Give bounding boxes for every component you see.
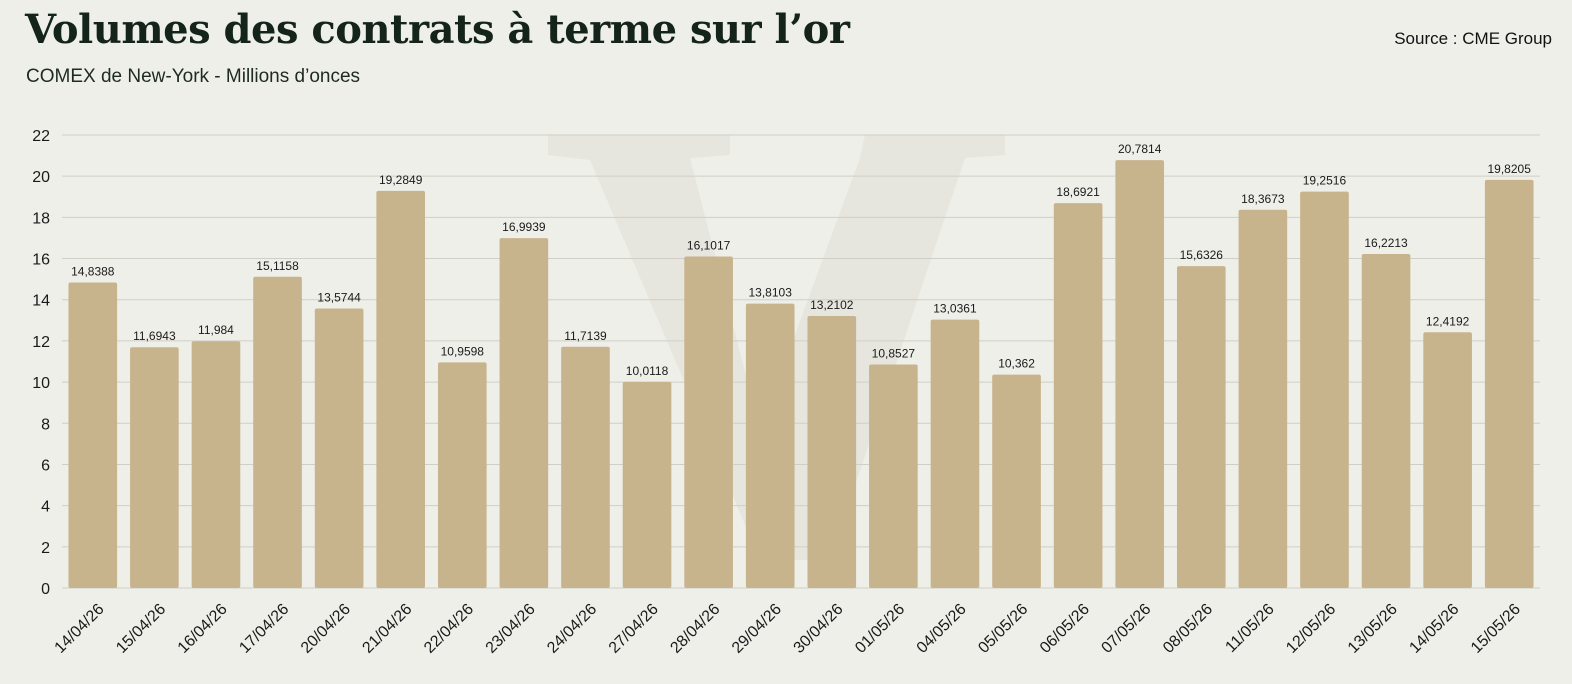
bar — [869, 364, 918, 588]
data-label: 12,4192 — [1426, 314, 1470, 328]
x-tick-label: 01/05/26 — [852, 601, 908, 657]
data-label: 11,984 — [198, 323, 234, 337]
data-labels: 14,8388 11,6943 11,984 15,1158 13,5744 19,284… — [71, 142, 1531, 378]
y-tick-label: 0 — [41, 581, 50, 598]
data-label: 13,0361 — [933, 302, 977, 316]
bar — [1115, 160, 1165, 588]
data-label: 13,2102 — [810, 298, 854, 312]
data-label: 10,0118 — [626, 364, 669, 378]
data-label: 13,5744 — [317, 290, 361, 304]
data-label: 16,2213 — [1364, 236, 1408, 250]
data-label: 16,1017 — [687, 238, 731, 252]
bar — [1053, 203, 1103, 588]
bar — [1423, 332, 1472, 588]
bar — [745, 303, 795, 588]
x-tick-label: 29/04/26 — [729, 601, 785, 657]
data-label: 10,9598 — [441, 344, 485, 358]
y-tick-label: 2 — [41, 540, 50, 557]
data-label: 18,6921 — [1056, 185, 1100, 199]
data-label: 19,2516 — [1303, 174, 1347, 188]
x-tick-label: 13/05/26 — [1345, 601, 1401, 657]
x-tick-label: 14/04/26 — [52, 601, 108, 657]
bar — [622, 381, 672, 588]
bar — [807, 315, 857, 588]
y-axis: 0 2 4 6 8 10 12 14 16 18 20 22 — [32, 128, 50, 598]
data-label: 16,9939 — [502, 220, 546, 234]
x-axis: 14/04/26 15/04/26 16/04/26 17/04/26 20/04/26… — [52, 601, 1525, 657]
data-label: 18,3673 — [1241, 192, 1285, 206]
bar — [992, 374, 1041, 588]
x-tick-label: 20/04/26 — [298, 601, 354, 657]
x-tick-label: 17/04/26 — [236, 601, 292, 657]
data-label: 11,7139 — [564, 329, 607, 343]
bar — [1300, 191, 1349, 589]
x-tick-label: 04/05/26 — [914, 601, 970, 657]
bar — [253, 276, 302, 588]
bar — [437, 362, 487, 588]
bar — [1238, 209, 1288, 588]
y-tick-label: 4 — [41, 499, 50, 516]
bar — [191, 341, 241, 588]
data-label: 15,1158 — [256, 259, 299, 273]
x-tick-label: 12/05/26 — [1283, 601, 1339, 657]
x-tick-label: 11/05/26 — [1222, 601, 1277, 656]
y-tick-label: 6 — [41, 457, 50, 474]
x-tick-label: 28/04/26 — [667, 601, 723, 657]
grid-lines — [62, 134, 1540, 589]
data-label: 10,362 — [998, 357, 1035, 371]
x-tick-label: 27/04/26 — [606, 601, 662, 657]
x-tick-label: 07/05/26 — [1098, 601, 1154, 657]
y-tick-label: 12 — [32, 334, 50, 351]
watermark-shape — [548, 135, 1005, 560]
x-tick-label: 15/04/26 — [113, 601, 169, 657]
y-tick-label: 22 — [32, 128, 50, 145]
x-tick-label: 05/05/26 — [975, 601, 1031, 657]
data-label: 15,6326 — [1180, 248, 1224, 262]
y-tick-label: 20 — [32, 169, 50, 186]
bar — [1484, 179, 1534, 589]
bar — [1361, 253, 1411, 588]
data-label: 11,6943 — [133, 329, 176, 343]
x-tick-label: 06/05/26 — [1037, 601, 1093, 657]
data-label: 10,8527 — [872, 347, 916, 361]
data-label: 19,8205 — [1488, 162, 1532, 176]
x-tick-label: 14/05/26 — [1406, 601, 1462, 657]
y-tick-label: 10 — [32, 375, 50, 392]
x-tick-label: 22/04/26 — [421, 601, 477, 657]
x-tick-label: 16/04/26 — [175, 601, 231, 657]
bar — [684, 256, 733, 588]
logo-watermark — [548, 135, 1005, 560]
data-label: 19,2849 — [379, 173, 423, 187]
x-tick-label: 30/04/26 — [791, 601, 847, 657]
chart-subtitle: COMEX de New-York - Millions d’onces — [26, 66, 361, 87]
x-tick-label: 08/05/26 — [1160, 601, 1216, 657]
y-tick-label: 16 — [32, 252, 50, 269]
source-label: Source : CME Group — [1394, 29, 1552, 48]
bar — [499, 238, 549, 589]
bar — [561, 346, 610, 588]
x-tick-label: 24/04/26 — [544, 601, 600, 657]
y-tick-label: 14 — [32, 293, 50, 310]
data-label: 20,7814 — [1118, 142, 1162, 156]
bars — [68, 160, 1534, 589]
y-tick-label: 8 — [41, 416, 50, 433]
bar — [930, 319, 980, 588]
data-label: 13,8103 — [749, 286, 793, 300]
x-tick-label: 15/05/26 — [1468, 601, 1524, 657]
y-tick-label: 18 — [32, 210, 50, 227]
bar — [130, 347, 179, 588]
x-tick-label: 23/04/26 — [483, 601, 539, 657]
x-tick-label: 21/04/26 — [359, 601, 415, 657]
bar — [314, 308, 364, 588]
page-title: Volumes des contrats à terme sur l’or — [25, 6, 850, 53]
bar — [1176, 266, 1226, 588]
bar — [376, 190, 426, 588]
bar — [68, 282, 118, 588]
data-label: 14,8388 — [71, 264, 115, 278]
